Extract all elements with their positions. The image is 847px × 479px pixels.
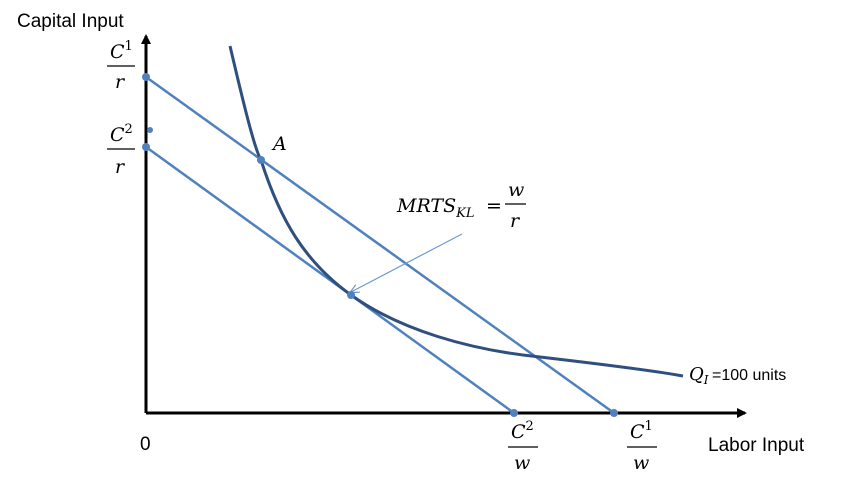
x1-num-base: C xyxy=(630,421,645,443)
svg-text:QI: QI xyxy=(689,364,709,387)
x1-den: w xyxy=(633,452,649,474)
y2-num-sup: 2 xyxy=(125,122,133,137)
svg-text:MRTSKL: MRTSKL xyxy=(396,195,474,221)
svg-text:C1: C1 xyxy=(110,39,133,63)
svg-text:C2: C2 xyxy=(511,419,534,443)
x2-den: w xyxy=(514,452,530,474)
svg-text:C1: C1 xyxy=(630,419,653,443)
x-intercept-c1-point xyxy=(610,409,618,417)
y-intercept-c2-point xyxy=(142,143,150,151)
x2-num-base: C xyxy=(511,421,526,443)
isoquant-label: QI =100 units xyxy=(689,364,786,387)
isoquant-sub: I xyxy=(703,373,709,387)
x-intercept-c1-label: C1 w xyxy=(627,419,657,474)
y-intercept-c1-label: C1 r xyxy=(107,39,135,93)
mrts-label: MRTSKL = w r xyxy=(396,179,526,232)
mrts-pointer-arrow xyxy=(351,233,463,292)
origin-label: 0 xyxy=(140,434,151,455)
isoquant-units: =100 units xyxy=(712,367,786,384)
x2-num-sup: 2 xyxy=(526,419,534,434)
isoquant-curve xyxy=(228,45,684,378)
isocost-line-c1 xyxy=(145,75,615,415)
point-a xyxy=(257,156,265,164)
mrts-sub: KL xyxy=(455,206,474,221)
y-axis-label: Capital Input xyxy=(17,11,124,32)
y-intercept-c2-label: C2 r xyxy=(107,122,135,178)
mrts-num: w xyxy=(508,179,524,201)
x-axis-label: Labor Input xyxy=(708,435,805,456)
x-intercept-c2-label: C2 w xyxy=(508,419,538,474)
x1-num-sup: 1 xyxy=(645,419,653,434)
y-intercept-c1-point xyxy=(142,73,150,81)
x-intercept-c2-point xyxy=(510,409,518,417)
point-a-label: A xyxy=(271,133,287,155)
y2-den: r xyxy=(115,156,126,178)
mrts-den: r xyxy=(510,210,521,232)
y1-num-base: C xyxy=(110,41,125,63)
y2-num-base: C xyxy=(110,124,125,146)
stray-point xyxy=(147,127,153,133)
tangency-point xyxy=(347,291,355,299)
y1-num-sup: 1 xyxy=(125,39,133,54)
mrts-base: MRTS xyxy=(396,195,456,217)
isocost-line-c2 xyxy=(145,145,515,415)
mrts-equals: = xyxy=(486,195,502,217)
isoquant-symbol: Q xyxy=(689,364,704,385)
svg-text:C2: C2 xyxy=(110,122,133,146)
y1-den: r xyxy=(115,71,126,93)
